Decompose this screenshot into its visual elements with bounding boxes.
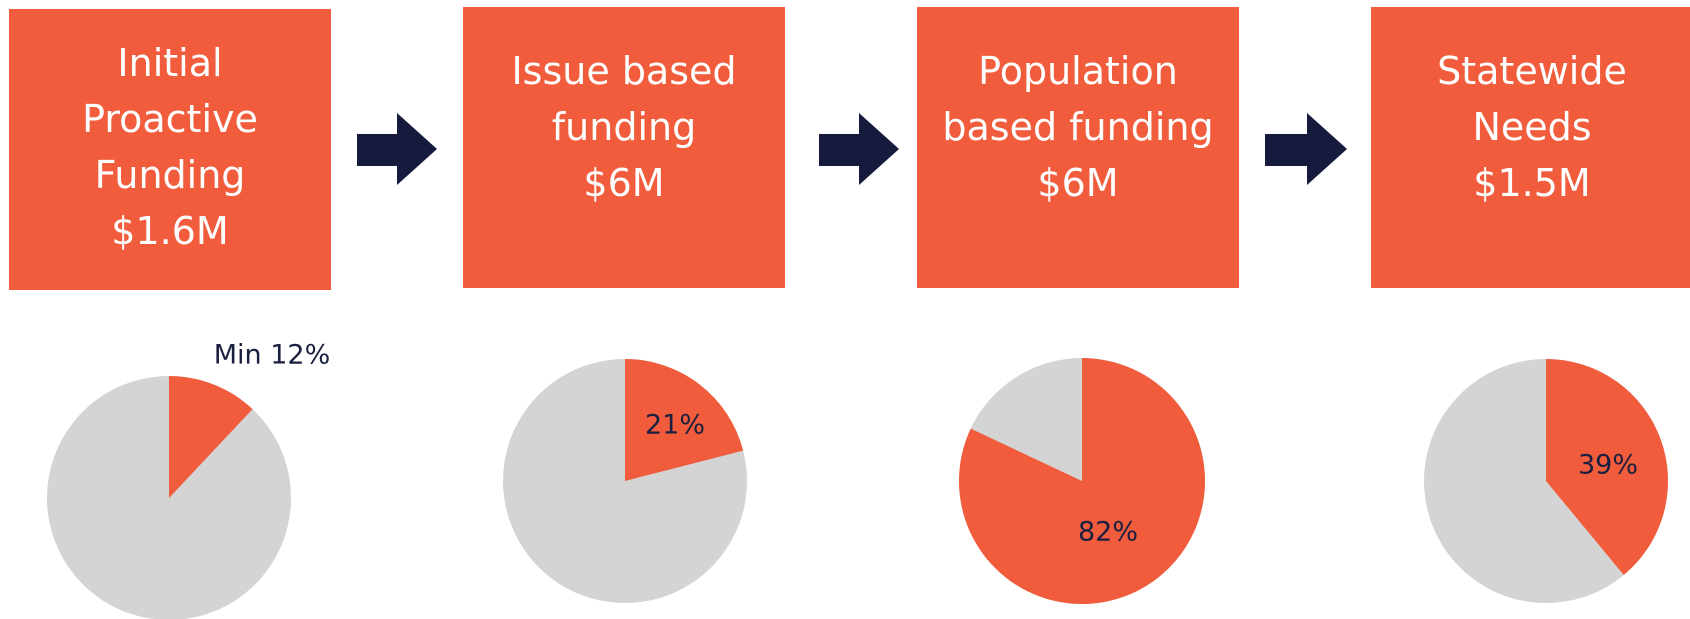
step-text: based funding: [942, 105, 1213, 149]
step-text: $6M: [1037, 161, 1118, 205]
step-box: [1371, 7, 1690, 288]
step-text: Population: [978, 49, 1178, 93]
pie-chart: Min 12%: [47, 340, 330, 619]
step-text: Initial: [117, 41, 222, 85]
pie-chart: 39%: [1424, 359, 1668, 603]
pie-label: Min 12%: [214, 340, 331, 371]
pie-label: 21%: [645, 410, 705, 441]
pie-slice: [1546, 359, 1668, 576]
step-text: $1.5M: [1473, 161, 1590, 205]
step-box: [917, 7, 1239, 288]
step-text: Issue based: [511, 49, 736, 93]
arrow: [819, 113, 899, 185]
pie-slice: [169, 376, 253, 498]
step-text: $6M: [583, 161, 664, 205]
step-text: Funding: [95, 153, 246, 197]
pie-label: 39%: [1578, 450, 1638, 481]
step-text: Needs: [1472, 105, 1591, 149]
pie-label: 82%: [1078, 517, 1138, 548]
pie-chart: 21%: [503, 359, 747, 603]
arrow: [1265, 113, 1347, 185]
step-text: $1.6M: [111, 209, 228, 253]
step-text: Proactive: [82, 97, 258, 141]
pie-slice: [625, 359, 744, 481]
step-text: funding: [552, 105, 696, 149]
step-text: Statewide: [1437, 49, 1627, 93]
pie-slice: [958, 358, 1205, 604]
step: Population based funding $6M: [917, 7, 1239, 288]
arrows: [357, 113, 1347, 185]
step-box: [9, 9, 331, 290]
step: Initial Proactive Funding $1.6M: [9, 9, 331, 290]
pie-chart: 82%: [958, 358, 1205, 604]
step: Statewide Needs $1.5M: [1371, 7, 1690, 288]
arrow: [357, 113, 437, 185]
step-box: [463, 7, 785, 288]
step: Issue based funding $6M: [463, 7, 785, 288]
